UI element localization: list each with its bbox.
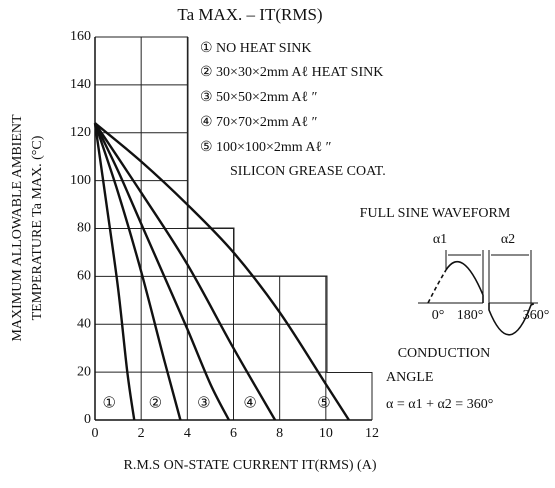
waveform [418, 250, 538, 336]
x-tick-label: 10 [319, 426, 333, 441]
annotation: 180° [457, 308, 484, 323]
curve [93, 123, 136, 421]
y-axis-label: MAXIMUM ALLOWABLE AMBIENT [10, 114, 25, 342]
series-label: ① [103, 395, 116, 411]
y-tick-label: 100 [70, 173, 91, 188]
y-tick-label: 80 [77, 221, 91, 236]
chart-title: Ta MAX. – IT(RMS) [177, 5, 322, 24]
annotation: SILICON GREASE COAT. [230, 164, 386, 179]
series-label: ④ [243, 395, 256, 411]
series-label: ③ [197, 395, 210, 411]
y-axis-label: TEMPERATURE Ta MAX. (°C) [30, 135, 45, 320]
curve [93, 122, 182, 421]
legend-entry: ② 30×30×2mm Aℓ HEAT SINK [200, 65, 383, 80]
x-tick-label: 4 [184, 426, 191, 441]
annotation: FULL SINE WAVEFORM [360, 206, 511, 221]
x-tick-label: 0 [92, 426, 99, 441]
x-tick-label: 2 [138, 426, 145, 441]
annotation: α = α1 + α2 = 360° [386, 397, 493, 412]
annotation: CONDUCTION [398, 346, 491, 361]
annotation: α2 [501, 232, 515, 247]
legend-entry: ⑤ 100×100×2mm Aℓ ″ [200, 140, 332, 155]
series-label: ⑤ [317, 395, 330, 411]
x-tick-label: 8 [276, 426, 283, 441]
annotation: 360° [523, 308, 550, 323]
legend-background [188, 36, 374, 373]
annotation: 0° [432, 308, 445, 323]
y-tick-label: 120 [70, 125, 91, 140]
y-tick-label: 0 [84, 412, 91, 427]
y-tick-label: 140 [70, 77, 91, 92]
annotation: ANGLE [386, 370, 433, 385]
y-tick-label: 20 [77, 364, 91, 379]
legend-entry: ④ 70×70×2mm Aℓ ″ [200, 115, 318, 130]
curve [93, 122, 230, 421]
y-tick-label: 60 [77, 269, 91, 284]
x-tick-label: 6 [230, 426, 237, 441]
x-axis-label: R.M.S ON-STATE CURRENT IT(RMS) (A) [124, 458, 377, 473]
annotation: α1 [433, 232, 447, 247]
y-tick-label: 160 [70, 29, 91, 44]
series-label: ② [149, 395, 162, 411]
legend-entry: ③ 50×50×2mm Aℓ ″ [200, 90, 318, 105]
y-tick-label: 40 [77, 316, 91, 331]
grid-edge [187, 37, 373, 420]
x-tick-label: 12 [365, 426, 379, 441]
legend: ① NO HEAT SINK ② 30×30×2mm Aℓ HEAT SINK … [200, 41, 386, 179]
curve [94, 122, 350, 421]
curve [94, 122, 277, 421]
legend-entry: ① NO HEAT SINK [200, 41, 311, 56]
